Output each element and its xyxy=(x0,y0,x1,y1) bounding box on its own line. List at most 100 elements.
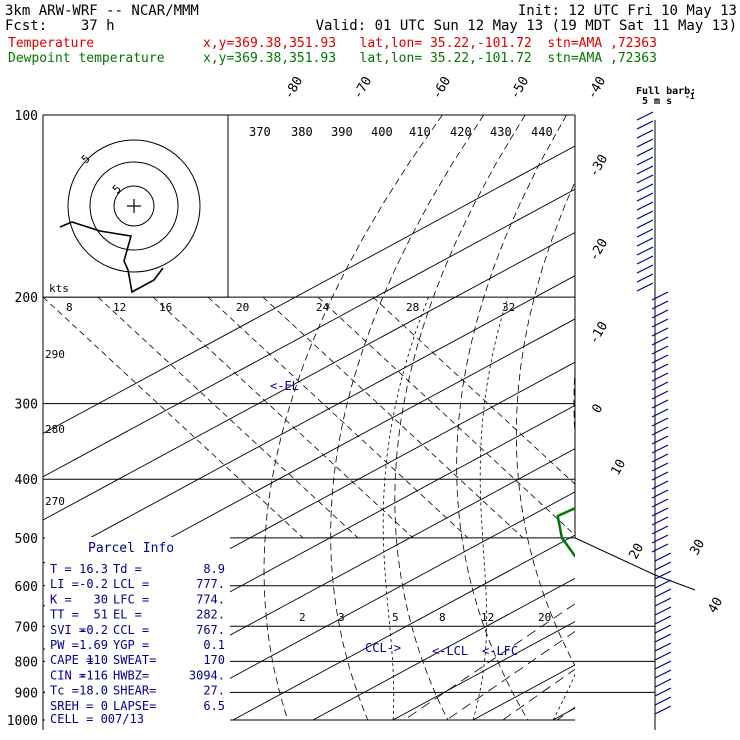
pressure-tick-label: 700 xyxy=(15,620,38,635)
inset-speed-line xyxy=(152,296,414,539)
parcel-box xyxy=(45,537,230,730)
isotherm-label: 40 xyxy=(705,595,726,616)
wind-barb xyxy=(651,318,669,328)
inset-theta-label: 270 xyxy=(45,495,65,508)
wind-barb xyxy=(636,228,654,238)
parcel-value: 170 xyxy=(203,653,225,667)
hodograph-trace xyxy=(59,221,164,294)
wind-barb xyxy=(636,192,654,202)
dewpoint-profile xyxy=(556,506,575,559)
parcel-value: 282. xyxy=(196,608,225,622)
parcel-value: 16.3 xyxy=(79,562,108,576)
wind-barb xyxy=(636,174,654,184)
parcel-value: 0 xyxy=(101,699,108,713)
wind-barb xyxy=(636,120,654,130)
wind-barb xyxy=(654,624,672,634)
isotherm-label: -40 xyxy=(584,74,609,102)
parcel-value: 51 xyxy=(94,608,108,622)
hodograph-ring xyxy=(89,161,179,251)
wind-barb xyxy=(654,660,672,670)
valid-time: Valid: 01 UTC Sun 12 May 13 (19 MDT Sat … xyxy=(315,18,737,34)
parcel-key: Tc = xyxy=(50,684,79,698)
theta-label: 440 xyxy=(531,125,553,139)
moist-adiabat xyxy=(472,296,509,721)
wind-barb xyxy=(651,309,669,319)
wind-barb xyxy=(651,381,669,391)
parcel-key: LFC = xyxy=(113,592,149,606)
isotherm-label: -30 xyxy=(586,152,611,180)
dry-adiabat xyxy=(515,181,575,667)
parcel-value: 774. xyxy=(196,592,225,606)
wind-barb xyxy=(651,462,669,472)
parcel-key: CAPE = xyxy=(50,653,93,667)
wind-barb xyxy=(651,498,669,508)
parcel-value: 27. xyxy=(203,684,225,698)
temperature-profile xyxy=(656,115,740,692)
theta-label: 380 xyxy=(291,125,313,139)
parcel-key: CIN = xyxy=(50,668,86,682)
isotherm-line xyxy=(713,115,740,720)
inset-speed-label: 12 xyxy=(113,301,126,314)
parcel-value: 3094. xyxy=(189,668,225,682)
inset-speed-label: 24 xyxy=(316,301,330,314)
parcel-key: SREH = xyxy=(50,699,93,713)
inset-speed-label: 28 xyxy=(406,301,419,314)
inset-units-label: kts xyxy=(49,282,69,295)
wind-barb xyxy=(636,147,654,157)
wind-barb xyxy=(651,453,669,463)
theta-label: 420 xyxy=(450,125,472,139)
wind-barb xyxy=(636,237,654,247)
dry-adiabat xyxy=(684,115,740,720)
pressure-tick-label: 400 xyxy=(15,473,38,488)
mixing-ratio-label: 20 xyxy=(538,611,551,624)
parcel-value: 8.9 xyxy=(203,562,225,576)
moist-adiabat xyxy=(633,297,740,720)
isotherm-line xyxy=(152,491,575,721)
ccl-annotation: CCL-> xyxy=(365,641,401,655)
inset-speed-line xyxy=(317,296,575,536)
wind-barb xyxy=(651,336,669,346)
isotherm-label: 30 xyxy=(687,537,708,558)
parcel-value: 30 xyxy=(94,592,108,606)
inset-theta-label: 280 xyxy=(45,423,65,436)
isotherm-line xyxy=(633,115,740,720)
wind-barb xyxy=(636,165,654,175)
wind-barb xyxy=(651,426,669,436)
wind-barb xyxy=(651,444,669,454)
parcel-value: 6.5 xyxy=(203,699,225,713)
wind-barb xyxy=(636,183,654,193)
parcel-key: SWEAT= xyxy=(113,653,156,667)
wind-barb xyxy=(654,615,672,625)
theta-label: 400 xyxy=(371,125,393,139)
wind-barb xyxy=(636,129,654,139)
inset-speed-label: 16 xyxy=(159,301,172,314)
dewpoint-location-info: x,y=369.38,351.93 lat,lon= 35.22,-101.72… xyxy=(203,51,657,66)
wind-barb xyxy=(654,678,672,688)
pressure-tick-label: 200 xyxy=(15,291,38,306)
wind-barb xyxy=(651,525,669,535)
parcel-key: T = xyxy=(50,562,72,576)
mixing-ratio-label: 8 xyxy=(439,611,446,624)
wind-barb xyxy=(636,246,654,256)
wind-barb xyxy=(654,597,672,607)
isotherm-line xyxy=(43,188,575,478)
parcel-key: Td = xyxy=(113,562,142,576)
parcel-key: HWBZ= xyxy=(113,668,149,682)
dry-adiabat xyxy=(263,114,443,721)
theta-label: 430 xyxy=(490,125,512,139)
wind-barb xyxy=(654,669,672,679)
parcel-key: YGP = xyxy=(113,638,149,652)
inset-speed-line xyxy=(43,296,304,539)
pressure-tick-label: 500 xyxy=(15,532,38,547)
inset-speed-label: 8 xyxy=(66,301,73,314)
parcel-key: TT = xyxy=(50,608,79,622)
wind-barb xyxy=(636,138,654,148)
pressure-tick-label: 100 xyxy=(15,109,38,124)
dry-adiabat xyxy=(736,115,740,720)
barb-legend: Full barb: xyxy=(636,86,696,97)
wind-barb xyxy=(651,372,669,382)
wind-barb xyxy=(636,210,654,220)
isotherm-label: -50 xyxy=(507,74,532,102)
wind-barb xyxy=(651,471,669,481)
wind-barb xyxy=(654,606,672,616)
